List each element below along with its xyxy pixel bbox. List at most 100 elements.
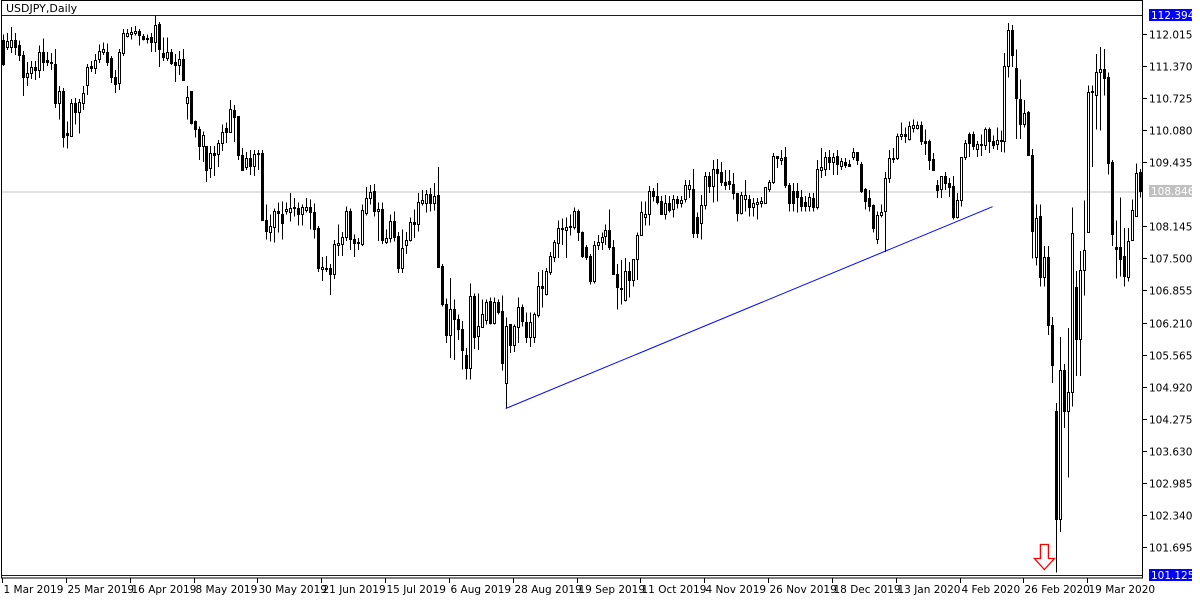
candle xyxy=(1000,130,1003,153)
candle xyxy=(1007,22,1010,78)
candle xyxy=(624,257,627,302)
candle-body-bear xyxy=(34,67,37,71)
candle-body-bull xyxy=(517,307,520,328)
candle-body-bear xyxy=(313,212,316,230)
candle-body-bull xyxy=(1087,92,1090,233)
level-price-label-box xyxy=(1149,9,1192,21)
x-tick-label: 28 Aug 2019 xyxy=(515,584,582,596)
candle-body-bear xyxy=(1015,68,1018,99)
candle-body-bear xyxy=(225,128,228,133)
candle-body-bear xyxy=(848,164,851,167)
candle xyxy=(920,121,923,146)
candle-body-bull xyxy=(684,185,687,200)
candle xyxy=(54,49,57,108)
candle xyxy=(1059,336,1062,533)
candle xyxy=(138,28,141,46)
candle-body-bear xyxy=(42,52,45,63)
candle-body-bear xyxy=(608,230,611,248)
candle-body-bear xyxy=(106,52,109,63)
candle xyxy=(421,189,424,206)
candle-body-bear xyxy=(397,236,400,269)
candle xyxy=(928,139,931,170)
candle-body-bull xyxy=(209,153,212,169)
candle xyxy=(852,148,855,160)
candle xyxy=(66,121,69,149)
candle-body-bull xyxy=(561,228,564,230)
candle-body-bear xyxy=(1011,30,1014,56)
candle-body-bear xyxy=(265,220,268,232)
candle xyxy=(948,177,951,197)
candle-body-bull xyxy=(760,201,763,204)
candle xyxy=(10,26,13,54)
candle xyxy=(924,129,927,156)
candle xyxy=(1099,47,1102,131)
candle xyxy=(848,159,851,167)
candle xyxy=(2,34,5,67)
candle-body-bear xyxy=(465,355,468,369)
candle-body-bear xyxy=(652,191,655,197)
candle xyxy=(988,127,991,154)
candle-body-bull xyxy=(1131,210,1134,241)
candle-body-bull xyxy=(365,198,368,214)
candle xyxy=(409,217,412,242)
candle-body-bull xyxy=(740,195,743,214)
candle-body-bear xyxy=(920,125,923,142)
candle-body-bull xyxy=(82,93,85,104)
candle-body-bull xyxy=(385,238,388,243)
candle-body-bull xyxy=(333,244,336,275)
candle-body-bear xyxy=(904,134,907,137)
candle xyxy=(664,194,667,220)
candle-body-bull xyxy=(229,109,232,133)
candle xyxy=(724,169,727,190)
candle-body-bear xyxy=(948,183,951,188)
candle xyxy=(481,299,484,328)
candle-body-bull xyxy=(960,157,963,201)
candle xyxy=(525,312,528,343)
candle-body-bull xyxy=(832,157,835,163)
down-arrow-icon[interactable] xyxy=(1032,543,1056,571)
candle xyxy=(433,182,436,211)
x-tick-label: 11 Oct 2019 xyxy=(642,584,707,596)
candle xyxy=(186,85,189,120)
y-tick-label: 104.920 xyxy=(1149,383,1192,395)
candle-body-bear xyxy=(577,211,580,233)
x-tick-label: 19 Sep 2019 xyxy=(579,584,646,596)
candle xyxy=(317,226,320,272)
candle-body-bear xyxy=(1063,370,1066,412)
candle-body-bull xyxy=(98,51,101,60)
candle xyxy=(106,43,109,67)
candle-body-bear xyxy=(1055,411,1058,520)
candle xyxy=(912,119,915,133)
candle xyxy=(1035,204,1038,266)
x-tick-label: 26 Feb 2020 xyxy=(1025,584,1090,596)
candle xyxy=(772,153,775,184)
x-tick-label: 26 Nov 2019 xyxy=(770,584,837,596)
candle xyxy=(864,187,867,210)
candle xyxy=(257,150,260,170)
candle-body-bear xyxy=(158,24,161,50)
candle-body-bull xyxy=(912,125,915,129)
candle-body-bull xyxy=(892,158,895,160)
candle xyxy=(357,238,360,250)
candle xyxy=(636,232,639,280)
candle xyxy=(34,61,37,80)
x-tick-label: 8 May 2019 xyxy=(196,584,258,596)
y-tick-label: 112.015 xyxy=(1149,30,1192,42)
candle xyxy=(620,259,623,305)
candle xyxy=(305,197,308,213)
candle-body-bear xyxy=(1107,77,1110,164)
candle xyxy=(656,182,659,205)
candle-body-bear xyxy=(213,153,216,156)
candle-body-bear xyxy=(992,141,995,146)
candle-body-bull xyxy=(433,196,436,204)
candle xyxy=(557,220,560,258)
candle-body-bull xyxy=(852,152,855,158)
candle-body-bull xyxy=(824,157,827,170)
candle-body-bear xyxy=(353,239,356,244)
candle xyxy=(800,189,803,212)
candle xyxy=(437,166,440,268)
price-axis[interactable]: 112.015 111.370 110.725 110.080 109.435 108.1… xyxy=(1142,0,1192,578)
trendline[interactable] xyxy=(505,206,993,409)
